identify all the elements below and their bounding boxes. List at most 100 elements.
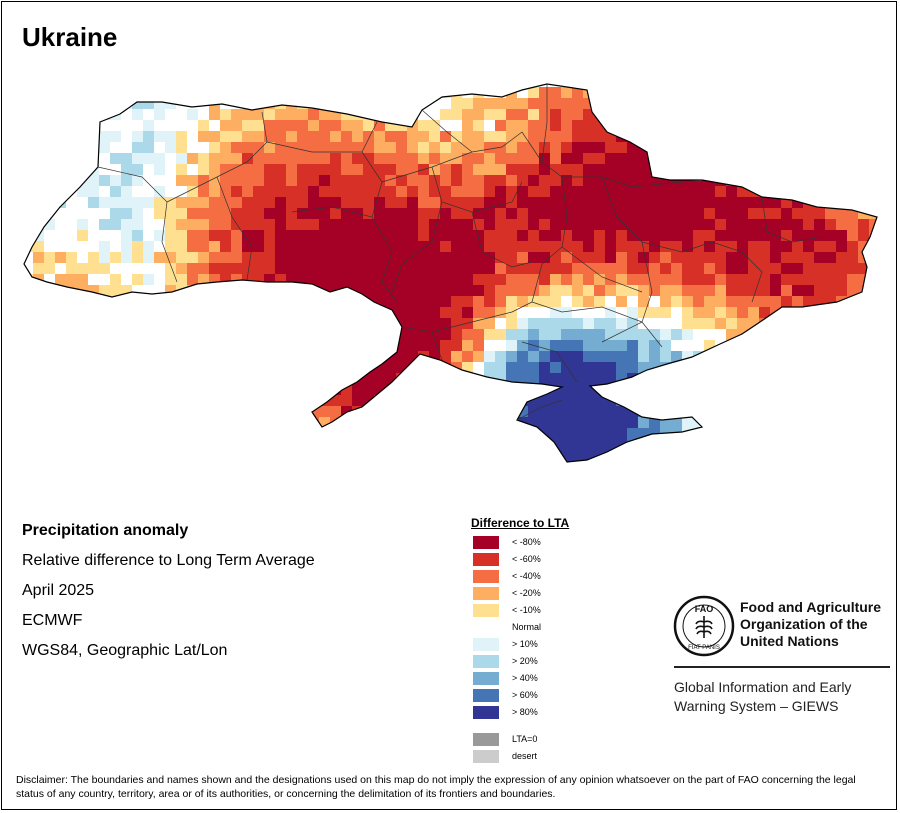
anomaly-cell: [616, 230, 628, 242]
anomaly-cell: [583, 439, 595, 451]
anomaly-cell: [638, 285, 650, 297]
anomaly-cell: [451, 252, 463, 264]
anomaly-cell: [759, 318, 771, 330]
anomaly-cell: [572, 329, 584, 341]
anomaly-cell: [506, 263, 518, 275]
legend-swatch: [473, 570, 499, 583]
anomaly-cell: [693, 109, 705, 121]
anomaly-cell: [121, 208, 133, 220]
anomaly-cell: [198, 230, 210, 242]
anomaly-cell: [88, 131, 100, 143]
legend-swatch: [473, 655, 499, 668]
anomaly-cell: [693, 175, 705, 187]
anomaly-cell: [99, 450, 111, 462]
anomaly-cell: [66, 340, 78, 352]
anomaly-cell: [704, 142, 716, 154]
anomaly-cell: [473, 362, 485, 374]
anomaly-cell: [671, 120, 683, 132]
anomaly-cell: [253, 439, 265, 451]
legend-label: < -80%: [512, 537, 541, 547]
anomaly-cell: [880, 263, 892, 275]
anomaly-cell: [176, 428, 188, 440]
anomaly-cell: [253, 406, 265, 418]
anomaly-cell: [770, 197, 782, 209]
anomaly-cell: [363, 241, 375, 253]
anomaly-cell: [671, 428, 683, 440]
anomaly-cell: [528, 406, 540, 418]
anomaly-cell: [792, 450, 804, 462]
anomaly-cell: [726, 98, 738, 110]
anomaly-cell: [649, 142, 661, 154]
anomaly-cell: [572, 406, 584, 418]
anomaly-cell: [33, 186, 45, 198]
legend-row: > 40%: [471, 670, 569, 687]
anomaly-cell: [847, 351, 859, 363]
anomaly-cell: [484, 340, 496, 352]
anomaly-cell: [275, 373, 287, 385]
anomaly-cell: [484, 164, 496, 176]
anomaly-cell: [143, 274, 155, 286]
anomaly-cell: [781, 197, 793, 209]
anomaly-cell: [77, 164, 89, 176]
anomaly-cell: [55, 230, 67, 242]
anomaly-cell: [583, 153, 595, 165]
anomaly-cell: [836, 351, 848, 363]
anomaly-cell: [121, 87, 133, 99]
anomaly-cell: [110, 142, 122, 154]
anomaly-cell: [330, 252, 342, 264]
anomaly-cell: [517, 153, 529, 165]
anomaly-cell: [836, 87, 848, 99]
legend-swatch: [473, 733, 499, 746]
anomaly-cell: [770, 285, 782, 297]
anomaly-cell: [561, 417, 573, 429]
anomaly-cell: [24, 263, 34, 275]
anomaly-cell: [671, 296, 683, 308]
anomaly-cell: [77, 109, 89, 121]
anomaly-cell: [55, 120, 67, 132]
anomaly-cell: [176, 87, 188, 99]
anomaly-cell: [385, 362, 397, 374]
anomaly-cell: [143, 329, 155, 341]
anomaly-cell: [242, 241, 254, 253]
anomaly-cell: [803, 373, 815, 385]
anomaly-cell: [638, 351, 650, 363]
anomaly-cell: [77, 318, 89, 330]
anomaly-cell: [275, 406, 287, 418]
anomaly-cell: [264, 109, 276, 121]
anomaly-cell: [726, 142, 738, 154]
anomaly-cell: [99, 186, 111, 198]
anomaly-cell: [836, 318, 848, 330]
anomaly-cell: [308, 439, 320, 451]
anomaly-cell: [682, 175, 694, 187]
anomaly-cell: [770, 131, 782, 143]
anomaly-cell: [495, 373, 507, 385]
anomaly-cell: [429, 406, 441, 418]
anomaly-cell: [627, 109, 639, 121]
anomaly-cell: [319, 461, 331, 462]
anomaly-cell: [66, 252, 78, 264]
anomaly-cell: [341, 208, 353, 220]
anomaly-cell: [99, 439, 111, 451]
anomaly-cell: [352, 351, 364, 363]
anomaly-cell: [297, 208, 309, 220]
anomaly-cell: [88, 450, 100, 462]
anomaly-cell: [198, 109, 210, 121]
anomaly-cell: [748, 417, 760, 429]
anomaly-cell: [814, 296, 826, 308]
anomaly-cell: [682, 285, 694, 297]
anomaly-cell: [396, 175, 408, 187]
anomaly-cell: [407, 252, 419, 264]
anomaly-cell: [495, 142, 507, 154]
anomaly-cell: [627, 153, 639, 165]
anomaly-cell: [858, 219, 870, 231]
anomaly-cell: [451, 208, 463, 220]
anomaly-cell: [869, 142, 877, 154]
anomaly-cell: [748, 362, 760, 374]
anomaly-cell: [231, 252, 243, 264]
anomaly-cell: [88, 120, 100, 132]
anomaly-cell: [627, 329, 639, 341]
anomaly-cell: [616, 417, 628, 429]
anomaly-cell: [473, 417, 485, 429]
anomaly-cell: [352, 450, 364, 462]
anomaly-cell: [451, 329, 463, 341]
